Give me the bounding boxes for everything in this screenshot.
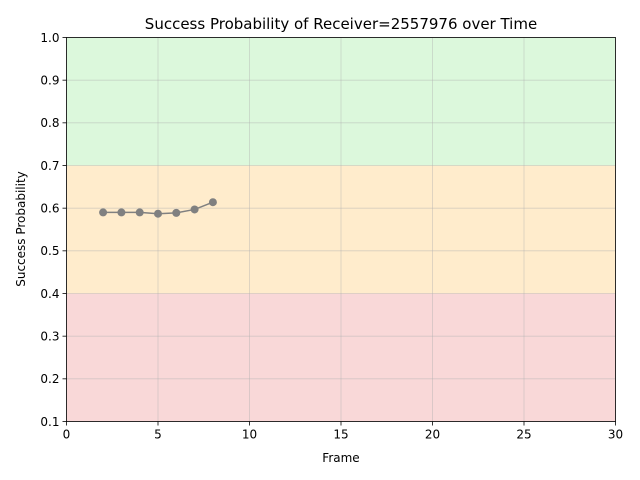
data-point	[208, 198, 217, 207]
x-tick-label: 0	[63, 428, 71, 442]
y-tick-label: 0.4	[40, 287, 59, 301]
y-tick-label: 0.9	[40, 73, 59, 87]
grid	[66, 37, 616, 422]
y-axis: 0.1 0.2 0.3 0.4 0.5 0.6 0.7 0.8 0.9 1.0	[40, 31, 67, 429]
x-axis-label: Frame	[322, 451, 359, 465]
data-point	[99, 208, 108, 217]
x-tick-label: 15	[333, 428, 348, 442]
data-point	[117, 208, 126, 217]
data-point	[154, 209, 162, 218]
y-axis-label: Success Probability	[14, 171, 28, 287]
y-tick-label: 0.5	[40, 244, 59, 258]
data-point	[172, 208, 181, 217]
y-tick-label: 0.6	[40, 201, 59, 215]
chart-title: Success Probability of Receiver=2557976 …	[145, 15, 537, 33]
y-tick-label: 0.1	[40, 415, 59, 429]
y-tick-label: 0.2	[40, 372, 59, 386]
x-tick-label: 10	[242, 428, 257, 442]
data-point	[190, 205, 199, 214]
x-axis: 0 5 10 15 20 25 30	[63, 421, 623, 442]
series-layer	[99, 198, 217, 218]
x-tick-label: 25	[516, 428, 531, 442]
x-tick-label: 30	[608, 428, 623, 442]
y-tick-label: 1.0	[40, 31, 59, 45]
x-tick-label: 5	[154, 428, 162, 442]
y-tick-label: 0.7	[40, 159, 59, 173]
y-tick-label: 0.3	[40, 329, 59, 343]
y-tick-label: 0.8	[40, 116, 59, 130]
data-point	[135, 208, 144, 217]
x-tick-label: 20	[425, 428, 440, 442]
